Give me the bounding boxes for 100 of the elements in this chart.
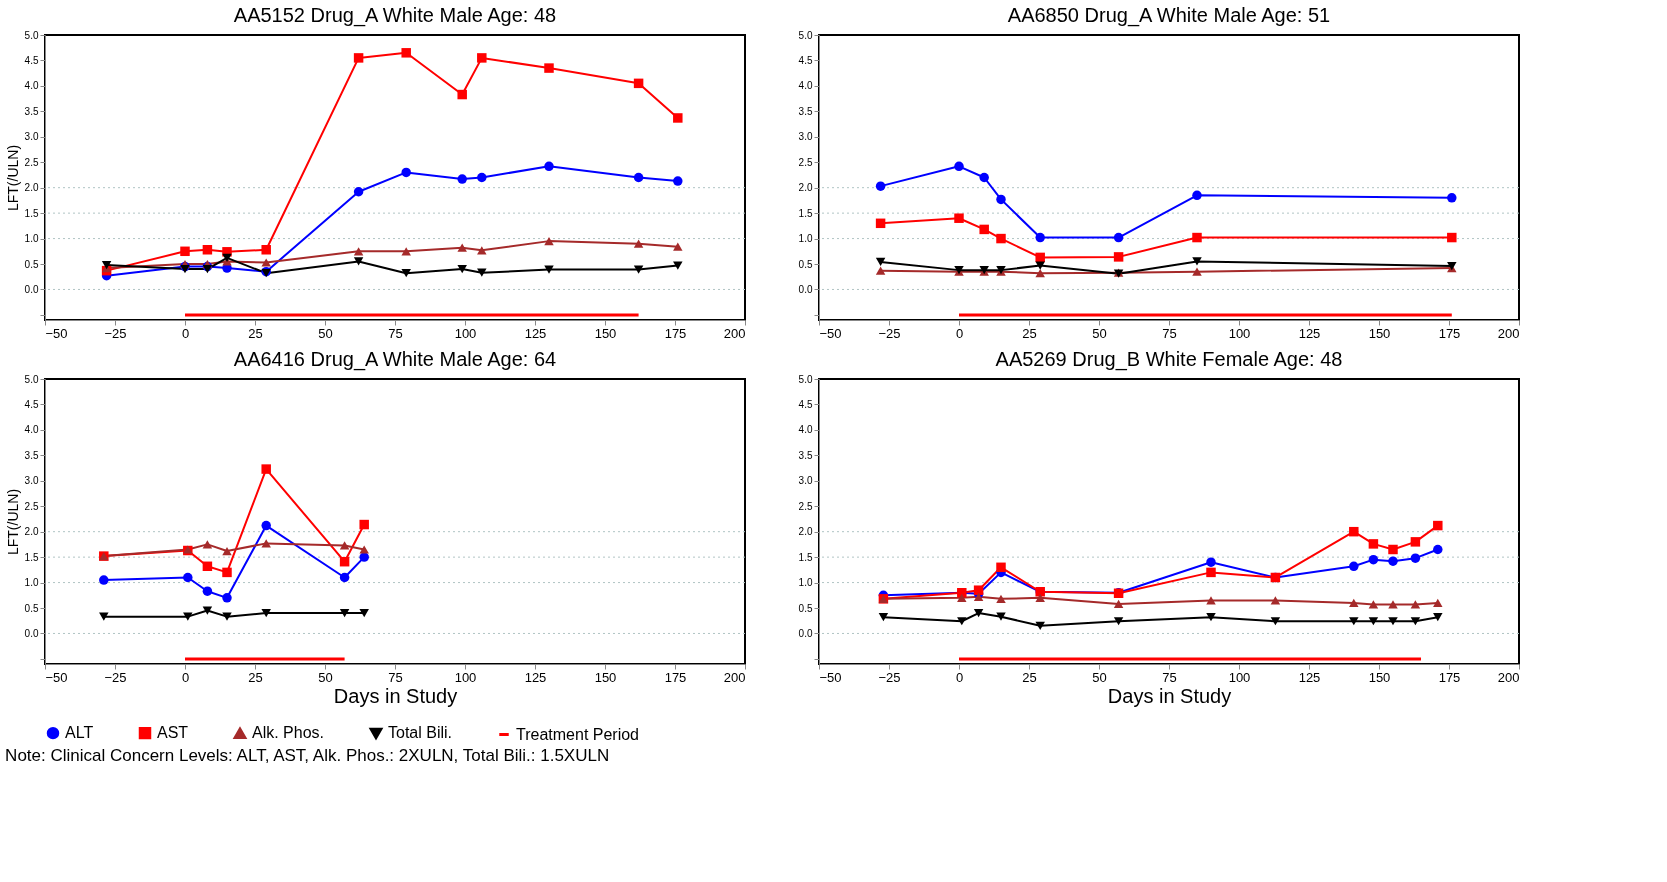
legend-label: AST [157, 724, 189, 742]
x-tick-label: 0 [955, 669, 964, 685]
y-tick-label: 3.0 [798, 131, 813, 143]
y-tick-label: 4.5 [24, 398, 39, 410]
y-tick-label: 5.0 [24, 29, 39, 41]
x-tick-label: 0 [955, 325, 964, 341]
x-tick-label: 75 [388, 669, 403, 685]
legend-label: Alk. Phos. [252, 724, 325, 742]
x-tick-label: 200 [723, 325, 746, 341]
y-tick-label: 1.0 [798, 577, 813, 589]
y-tick-label: 2.0 [798, 526, 813, 538]
x-tick-label: 50 [1092, 669, 1107, 685]
y-tick-label: 1.0 [24, 233, 39, 245]
x-tick-label: 175 [664, 669, 687, 685]
x-tick-label: 125 [524, 669, 547, 685]
x-tick-label: 100 [454, 669, 477, 685]
y-tick-label: 3.0 [24, 475, 39, 487]
x-tick-label: 25 [248, 325, 263, 341]
y-tick-label: 1.0 [798, 233, 813, 245]
y-tick-label: 1.0 [24, 577, 39, 589]
x-tick-label: 75 [1162, 669, 1177, 685]
legend-label: Treatment Period [516, 725, 640, 743]
y-tick-label: 4.5 [798, 398, 813, 410]
y-tick-label: 4.0 [24, 80, 39, 92]
x-tick-label: 200 [1497, 669, 1520, 685]
x-axis-title: Days in Study [1107, 684, 1232, 707]
x-tick-label: 25 [1022, 669, 1037, 685]
y-tick-label: 4.5 [24, 54, 39, 66]
y-tick-label: 5.0 [798, 373, 813, 385]
chart-title: AA6850 Drug_A White Male Age: 51 [1007, 4, 1331, 27]
y-tick-label: 0.5 [24, 602, 39, 614]
x-tick-label: −25 [878, 325, 901, 341]
x-tick-label: 175 [664, 325, 687, 341]
y-tick-label: 2.0 [24, 182, 39, 194]
y-tick-label: 3.5 [24, 105, 39, 117]
y-axis-title: LFT(/ULN) [4, 488, 21, 556]
y-tick-label: 0.0 [24, 627, 39, 639]
x-tick-label: −25 [104, 325, 127, 341]
x-axis-title: Days in Study [333, 684, 458, 707]
x-tick-label: 50 [318, 669, 333, 685]
x-tick-label: 150 [1368, 325, 1391, 341]
x-tick-label: −50 [45, 325, 68, 341]
y-tick-label: 1.5 [24, 551, 39, 563]
x-tick-label: 50 [318, 325, 333, 341]
x-tick-label: 125 [1298, 669, 1321, 685]
x-tick-label: 0 [181, 669, 190, 685]
x-tick-label: 150 [594, 325, 617, 341]
chart-title: AA5269 Drug_B White Female Age: 48 [995, 348, 1343, 371]
y-tick-label: 0.0 [798, 627, 813, 639]
y-tick-label: 0.0 [24, 283, 39, 295]
y-tick-label: 1.5 [24, 207, 39, 219]
y-tick-label: 3.5 [24, 449, 39, 461]
y-tick-label: 0.0 [798, 283, 813, 295]
legend-label: Total Bili. [388, 724, 453, 742]
y-tick-label: 0.5 [798, 258, 813, 270]
x-tick-label: 25 [1022, 325, 1037, 341]
y-axis-title: LFT(/ULN) [4, 144, 21, 212]
x-tick-label: −50 [819, 325, 842, 341]
chart-title: AA6416 Drug_A White Male Age: 64 [233, 348, 557, 371]
y-tick-label: 3.0 [24, 131, 39, 143]
x-tick-label: 125 [1298, 325, 1321, 341]
y-tick-label: 4.0 [798, 424, 813, 436]
y-tick-label: 1.5 [798, 207, 813, 219]
y-tick-label: 3.5 [798, 449, 813, 461]
x-tick-label: 200 [1497, 325, 1520, 341]
y-tick-label: 0.5 [798, 602, 813, 614]
y-tick-label: 0.5 [24, 258, 39, 270]
x-tick-label: 100 [1228, 325, 1251, 341]
y-tick-label: 1.5 [798, 551, 813, 563]
text: Note: Clinical Concern Levels: ALT, AST, Alk. Phos.: 2XULN, Total Bili.: 1.5XULN [5, 746, 610, 765]
x-tick-label: −50 [819, 669, 842, 685]
y-tick-label: 2.5 [798, 500, 813, 512]
y-tick-label: 2.5 [798, 156, 813, 168]
x-tick-label: 175 [1438, 325, 1461, 341]
legend-label: ALT [65, 724, 94, 742]
y-tick-label: 2.0 [798, 182, 813, 194]
y-tick-label: 2.5 [24, 500, 39, 512]
y-tick-label: 2.5 [24, 156, 39, 168]
x-tick-label: 150 [1368, 669, 1391, 685]
y-tick-label: 3.0 [798, 475, 813, 487]
x-tick-label: −25 [878, 669, 901, 685]
x-tick-label: 75 [1162, 325, 1177, 341]
x-tick-label: 200 [723, 669, 746, 685]
chart-title: AA5152 Drug_A White Male Age: 48 [233, 4, 557, 27]
y-tick-label: 5.0 [798, 29, 813, 41]
x-tick-label: 125 [524, 325, 547, 341]
y-tick-label: 4.5 [798, 54, 813, 66]
y-tick-label: 2.0 [24, 526, 39, 538]
x-tick-label: 100 [454, 325, 477, 341]
y-tick-label: 3.5 [798, 105, 813, 117]
x-tick-label: 150 [594, 669, 617, 685]
y-tick-label: 4.0 [24, 424, 39, 436]
x-tick-label: 100 [1228, 669, 1251, 685]
x-tick-label: 175 [1438, 669, 1461, 685]
x-tick-label: −50 [45, 669, 68, 685]
x-tick-label: 0 [181, 325, 190, 341]
x-tick-label: 25 [248, 669, 263, 685]
y-tick-label: 4.0 [798, 80, 813, 92]
y-tick-label: 5.0 [24, 373, 39, 385]
x-tick-label: −25 [104, 669, 127, 685]
